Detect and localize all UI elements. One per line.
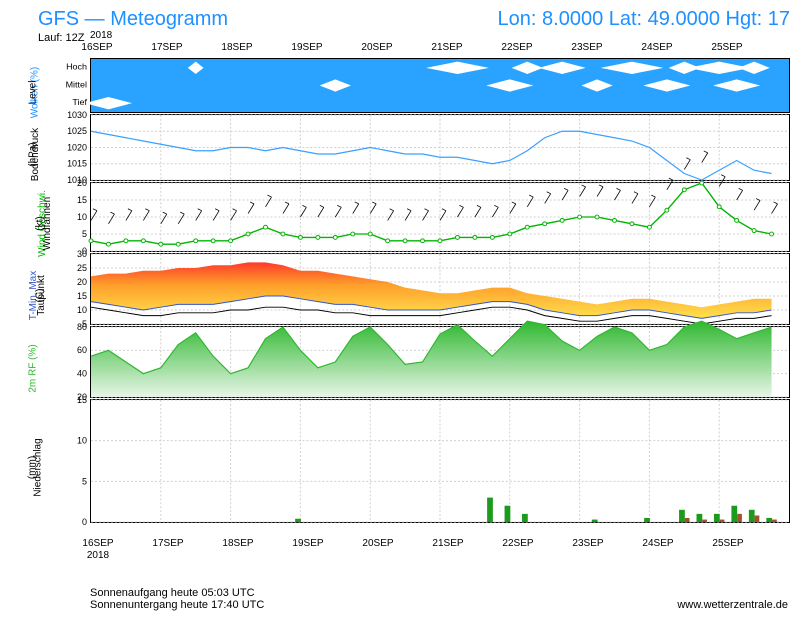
svg-text:10: 10 [77, 305, 87, 315]
svg-text:60: 60 [77, 345, 87, 355]
svg-text:5: 5 [82, 476, 87, 486]
date-tick: 20SEP [361, 42, 392, 53]
page-title: GFS — Meteogramm [38, 8, 228, 30]
svg-text:80: 80 [77, 322, 87, 332]
date-tick: 23SEP [571, 42, 602, 53]
svg-text:25: 25 [77, 263, 87, 273]
svg-text:1025: 1025 [67, 126, 87, 136]
panel-clouds: HochMittelTiefWolken (%)Level [90, 58, 790, 113]
run-label: Lauf: 12Z [38, 32, 84, 44]
date-tick: 19SEP [291, 42, 322, 53]
svg-text:Mittel: Mittel [66, 79, 87, 89]
meteogram-plot: 2018 16SEP17SEP18SEP19SEP20SEP21SEP22SEP… [90, 58, 790, 558]
svg-text:15: 15 [77, 195, 87, 205]
date-tick: 17SEP [151, 42, 182, 53]
panel-precip: 051015Niederschlag(mm)16SEP17SEP18SEP19S… [90, 399, 790, 523]
header-meta: Lon: 8.0000 Lat: 49.0000 Hgt: 17 [498, 8, 790, 31]
date-tick: 25SEP [711, 42, 742, 53]
svg-text:Hoch: Hoch [66, 62, 87, 72]
panel-humidity: 204060802m RF (%) [90, 326, 790, 398]
svg-text:20: 20 [77, 277, 87, 287]
year-label: 2018 [90, 30, 112, 41]
date-tick: 24SEP [641, 42, 672, 53]
date-tick: 18SEP [221, 42, 252, 53]
date-tick: 22SEP [501, 42, 532, 53]
svg-text:20: 20 [77, 178, 87, 188]
footer-src: www.wetterzentrale.de [677, 599, 788, 611]
svg-text:30: 30 [77, 249, 87, 259]
svg-text:Tief: Tief [72, 97, 87, 107]
date-tick: 21SEP [431, 42, 462, 53]
panel-wind: 05101520Wind Geschwi.Windfahnen(kt) [90, 182, 790, 252]
svg-text:1020: 1020 [67, 143, 87, 153]
date-tick: 16SEP [81, 42, 112, 53]
svg-text:0: 0 [82, 517, 87, 527]
svg-text:1030: 1030 [67, 110, 87, 120]
sunset-text: Sonnenuntergang heute 17:40 UTC [90, 599, 264, 611]
svg-text:40: 40 [77, 369, 87, 379]
svg-text:15: 15 [77, 291, 87, 301]
svg-text:1015: 1015 [67, 159, 87, 169]
svg-text:15: 15 [77, 395, 87, 405]
sunrise-text: Sonnenaufgang heute 05:03 UTC [90, 587, 264, 599]
panel-pressure: 10101015102010251030Bodendruck(hPa) [90, 114, 790, 181]
svg-text:10: 10 [77, 212, 87, 222]
panel-temp: 51015202530T-Min, MaxTaupunkt(C) [90, 253, 790, 325]
svg-text:5: 5 [82, 229, 87, 239]
svg-text:10: 10 [77, 436, 87, 446]
footer-left: Sonnenaufgang heute 05:03 UTC Sonnenunte… [90, 587, 264, 611]
